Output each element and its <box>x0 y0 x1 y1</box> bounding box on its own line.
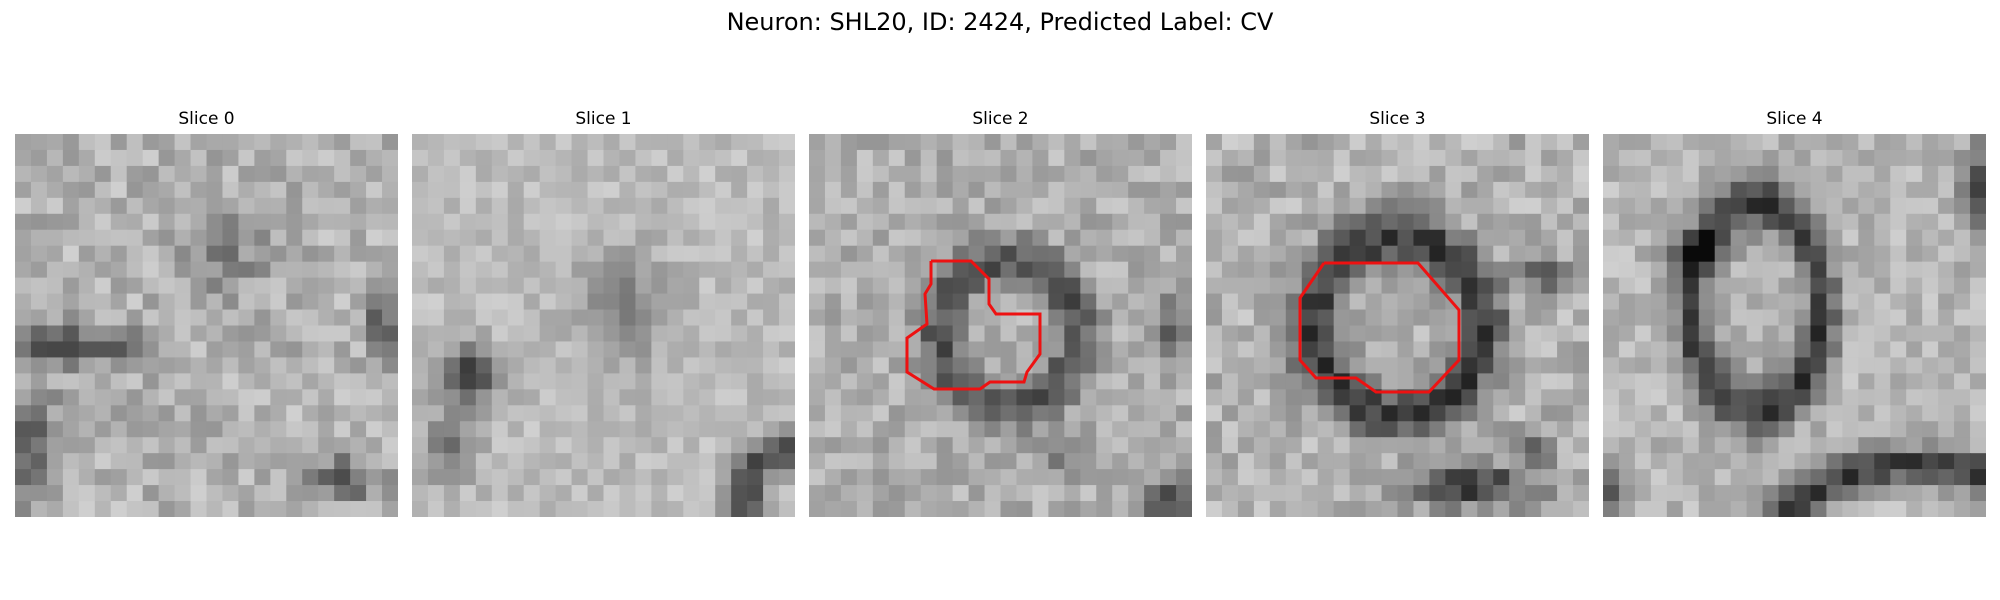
slice-title: Slice 0 <box>178 109 235 129</box>
em-image-pixels <box>412 134 795 517</box>
slice-panel-0: Slice 0 <box>15 108 398 518</box>
segmentation-contour <box>1298 261 1461 394</box>
em-image-pixels <box>1206 134 1589 517</box>
slice-image-1 <box>412 134 795 517</box>
slice-panel-4: Slice 4 <box>1603 108 1986 518</box>
slice-image-0 <box>15 134 398 517</box>
slice-image-4 <box>1603 134 1986 517</box>
slice-panel-1: Slice 1 <box>412 108 795 518</box>
slice-image-2 <box>809 134 1192 517</box>
slice-title: Slice 3 <box>1369 109 1426 129</box>
slice-title: Slice 4 <box>1766 109 1823 129</box>
em-image-pixels <box>1603 134 1986 517</box>
slice-title: Slice 2 <box>972 109 1029 129</box>
slice-image-3 <box>1206 134 1589 517</box>
segmentation-contour <box>905 259 1042 391</box>
slice-title: Slice 1 <box>575 109 632 129</box>
slice-panel-2: Slice 2 <box>809 108 1192 518</box>
em-image-pixels <box>15 134 398 517</box>
figure-title: Neuron: SHL20, ID: 2424, Predicted Label… <box>726 8 1274 36</box>
em-image-pixels <box>809 134 1192 517</box>
slice-panel-3: Slice 3 <box>1206 108 1589 518</box>
